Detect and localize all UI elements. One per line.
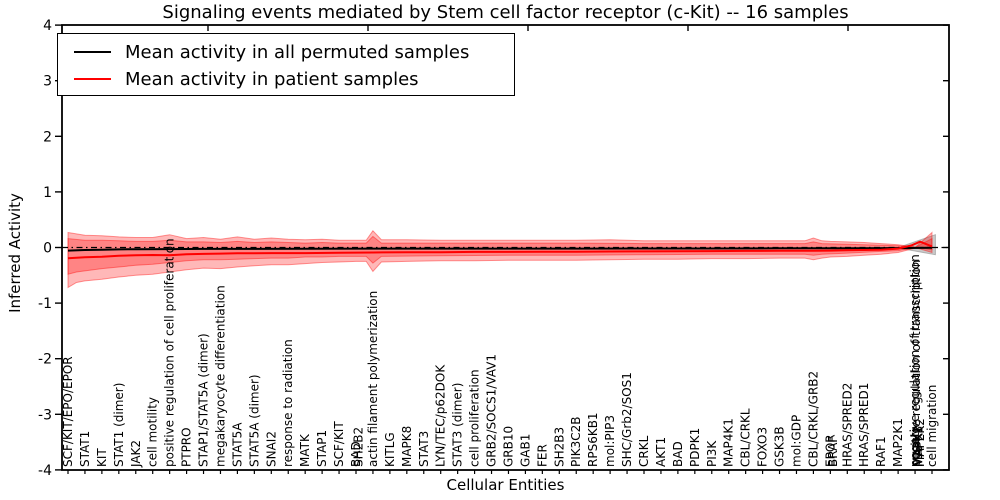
- x-tick-label: cell proliferation: [468, 369, 482, 467]
- x-tick-label: SHC/Grb2/SOS1: [620, 372, 634, 467]
- y-tick-label: -3: [38, 407, 52, 423]
- legend-label-patient: Mean activity in patient samples: [125, 68, 419, 90]
- x-tick-label: STAT5A: [230, 422, 244, 467]
- x-tick-label: RAF1: [874, 436, 888, 467]
- patient-band-outer: [67, 230, 916, 289]
- y-tick-label: 4: [43, 18, 52, 34]
- x-tick-label: megakaryocyte differentiation: [214, 285, 228, 467]
- x-tick-label: MAPK3: [912, 426, 926, 467]
- x-tick-label: STAP1: [315, 430, 329, 467]
- x-tick-label: response to radiation: [281, 339, 295, 467]
- x-tick-label: FER: [535, 444, 549, 467]
- permuted-mean-line: [67, 246, 933, 252]
- x-tick-label: MAPK1: [910, 426, 924, 467]
- x-tick-label: MAP2K2: [913, 418, 927, 467]
- legend-line-permuted: [74, 51, 111, 53]
- x-tick-label: BAD: [349, 441, 363, 467]
- x-tick-label: PI3K: [705, 440, 719, 467]
- x-tick-label: actin filament polymerization: [366, 291, 380, 467]
- x-tick-label: MATK: [298, 433, 312, 467]
- x-tick-label: MAP2K1: [891, 418, 905, 467]
- x-tick-label: STAT3: [417, 431, 431, 467]
- x-tick-label: STAT1: [78, 431, 92, 467]
- x-tick-label: GSK3B: [773, 426, 787, 467]
- x-tick-label: CBL/CRKL: [739, 408, 753, 467]
- x-tick-label: SH2B3: [552, 427, 566, 467]
- x-tick-label: mol:PIP3: [603, 415, 617, 467]
- x-tick-label: GRB10: [502, 426, 516, 467]
- x-tick-label: SCF/KIT: [332, 421, 346, 467]
- x-tick-label: PTPRO: [180, 427, 194, 467]
- x-tick-label: GRB2/SOCS1/VAV1: [485, 354, 499, 467]
- legend-entry-patient: Mean activity in patient samples: [58, 66, 514, 92]
- x-tick-label: positive regulation of transcription: [909, 260, 923, 467]
- x-tick-label: EPOR: [823, 434, 837, 467]
- x-tick-label: JAK2: [129, 440, 143, 468]
- legend: Mean activity in all permuted samples Me…: [57, 33, 515, 96]
- x-tick-label: HRAS/SPRED1: [857, 383, 871, 467]
- x-tick-label: STAP1/STAT5A (dimer): [197, 333, 211, 467]
- y-tick-label: -1: [38, 296, 52, 312]
- x-axis-label: Cellular Entities: [446, 476, 565, 494]
- x-tick-label: SH2B2: [352, 427, 366, 467]
- legend-entry-permuted: Mean activity in all permuted samples: [58, 39, 514, 65]
- y-axis-label: Inferred Activity: [6, 193, 24, 313]
- x-tick-label: HRAS/SPRED2: [840, 383, 854, 467]
- x-tick-label: SNAI2: [264, 431, 278, 467]
- x-tick-label: STAT3 (dimer): [451, 383, 465, 467]
- x-tick-label: GAB1: [518, 434, 532, 467]
- y-tick-label: -4: [38, 463, 52, 479]
- legend-line-patient: [74, 78, 111, 80]
- y-tick-label: 2: [43, 129, 52, 145]
- x-tick-label: FES: [911, 445, 925, 467]
- y-tick-label: 3: [43, 74, 52, 90]
- legend-label-permuted: Mean activity in all permuted samples: [125, 41, 470, 63]
- y-tick-label: 0: [43, 241, 52, 257]
- x-tick-label: positive regulation of cell proliferatio…: [163, 238, 177, 467]
- chart-title: Signaling events mediated by Stem cell f…: [162, 2, 849, 23]
- x-tick-label: PIK3C2B: [569, 416, 583, 467]
- x-tick-label: SCF/KIT/EPO/EPOR: [61, 356, 75, 467]
- x-tick-label: MAP4K1: [722, 418, 736, 467]
- x-tick-label: KITLG: [383, 432, 397, 467]
- x-tick-label: BAD: [671, 441, 685, 467]
- x-tick-label: AKT1: [654, 437, 668, 467]
- x-tick-label: CBL/CRKL/GRB2: [806, 371, 820, 467]
- x-tick-label: negative regulation of transcription: [908, 254, 922, 467]
- x-tick-label: CRKL: [637, 435, 651, 467]
- x-tick-label: cell motility: [146, 397, 160, 467]
- patient-mean-line: [67, 240, 933, 260]
- x-tick-label: cell migration: [925, 385, 939, 467]
- x-tick-label: STAT1 (dimer): [112, 383, 126, 467]
- x-tick-label: STAT5A (dimer): [247, 374, 261, 467]
- x-tick-label: PDPK1: [688, 428, 702, 467]
- x-tick-label: LYN/TEC/p62DOK: [434, 364, 448, 467]
- x-tick-label: mol:GDP: [790, 415, 804, 467]
- x-tick-label: KIT: [95, 448, 109, 467]
- patient-band-inner: [67, 235, 916, 275]
- y-tick-label: 1: [43, 185, 52, 201]
- x-tick-label: FOXO3: [756, 427, 770, 467]
- x-tick-label: BRAF: [826, 436, 840, 467]
- x-tick-label: MAPK8: [400, 426, 414, 467]
- y-tick-label: -2: [38, 352, 52, 368]
- x-tick-label: RPS6KB1: [586, 412, 600, 467]
